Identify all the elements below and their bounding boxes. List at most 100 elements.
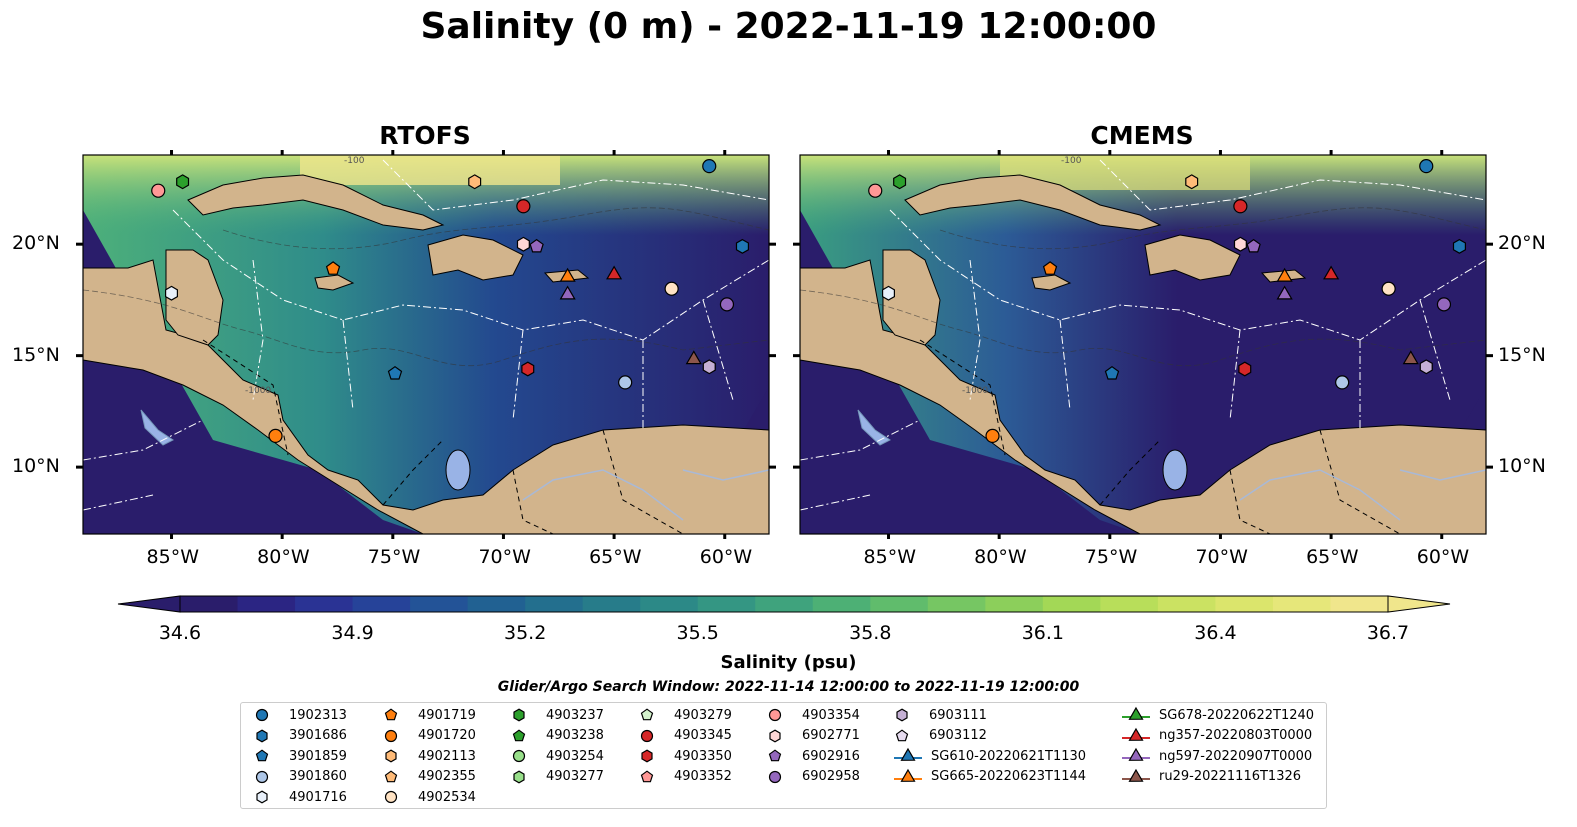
lon-tick-label: 65°W	[1306, 546, 1359, 568]
legend-marker-icon	[641, 749, 653, 763]
legend-item-label: 6903111	[929, 707, 987, 723]
observation-marker	[618, 375, 633, 390]
colorbar-cell	[410, 596, 469, 612]
observation-marker	[1246, 238, 1261, 253]
legend-item-label: SG610-20220621T1130	[931, 748, 1087, 764]
observation-marker	[268, 428, 283, 444]
colorbar-cell	[525, 596, 584, 612]
colorbar-extend-low	[117, 595, 181, 613]
legend: 1902313 3901686 3901859 3901860 4901716 49017…	[240, 702, 1327, 809]
observation-marker	[1042, 261, 1058, 275]
legend-item-label: ng597-20220907T0000	[1159, 748, 1313, 764]
legend-marker-icon	[1122, 747, 1150, 761]
legend-item-label: 4903279	[674, 707, 732, 723]
colorbar-tick-label: 35.5	[676, 622, 719, 644]
lat-tick-label: 10°N	[1498, 455, 1546, 478]
legend-item-label: 3901859	[289, 748, 347, 764]
legend-marker-icon	[769, 729, 781, 742]
lat-tick-label: 15°N	[12, 343, 60, 366]
observation-marker	[893, 174, 907, 190]
observation-marker	[1419, 159, 1434, 174]
legend-item-label: SG678-20220622T1240	[1159, 707, 1315, 723]
colorbar-tick-label: 34.6	[158, 622, 202, 644]
legend-item: 4903277	[510, 768, 604, 786]
observation-marker	[685, 350, 702, 365]
legend-item: 4903279	[638, 706, 732, 724]
legend-item: 4903254	[510, 747, 604, 765]
colorbar-tick-label: 36.1	[1021, 622, 1064, 644]
legend-marker-icon	[894, 747, 922, 761]
observation-marker	[176, 174, 190, 190]
legend-marker-icon	[640, 769, 654, 782]
observation-marker	[881, 285, 896, 301]
colorbar-cell	[352, 596, 411, 612]
observation-marker	[559, 267, 576, 282]
legend-item-label: 4903277	[546, 769, 604, 784]
legend-item-label: 4901716	[289, 789, 347, 805]
observation-marker	[1276, 267, 1293, 282]
legend-item-label: 4903238	[546, 728, 604, 743]
legend-item: 4901716	[253, 788, 347, 806]
rtofs-map	[83, 155, 769, 534]
legend-item-label: 6903112	[929, 728, 987, 743]
legend-item: 4903238	[510, 727, 604, 745]
legend-item-label: 4902113	[418, 748, 476, 764]
observation-marker	[468, 174, 482, 190]
lon-tick-label: 80°W	[257, 546, 310, 568]
colorbar-cell	[1157, 596, 1216, 612]
legend-marker-icon	[384, 729, 398, 742]
legend-item-label: 3901860	[289, 769, 347, 784]
legend-item: 4903237	[510, 706, 604, 724]
observation-marker	[1276, 285, 1293, 300]
legend-marker-icon	[385, 749, 397, 763]
legend-marker-icon	[896, 708, 908, 722]
contour-label: -1000	[962, 386, 988, 396]
colorbar-frame	[179, 595, 1389, 613]
legend-item-label: ng357-20220803T0000	[1159, 728, 1313, 743]
legend-marker-icon	[384, 769, 398, 782]
legend-item-label: 4903350	[674, 748, 732, 764]
legend-marker-icon	[255, 708, 269, 722]
legend-item-label: 4903254	[546, 748, 604, 764]
map-panels: -100 -1000 -100 -1000	[76, 150, 1493, 539]
observation-marker	[664, 281, 679, 296]
observation-marker	[868, 183, 883, 198]
legend-item: 3901859	[253, 747, 347, 765]
observation-marker	[985, 428, 1000, 444]
legend-item: 6902771	[766, 727, 860, 745]
colorbar-tick-label: 34.9	[331, 622, 374, 644]
colorbar	[117, 595, 1451, 613]
observation-marker	[1402, 350, 1419, 365]
figure-title: Salinity (0 m) - 2022-11-19 12:00:00	[420, 6, 1157, 47]
colorbar-cell	[180, 596, 239, 612]
legend-item: 4901719	[382, 706, 476, 724]
colorbar-label: Salinity (psu)	[720, 652, 857, 673]
legend-item: ru29-20221116T1326	[1121, 768, 1301, 786]
observation-marker	[1381, 281, 1396, 296]
legend-item: 4903354	[766, 706, 860, 724]
colorbar-cell	[870, 596, 929, 612]
observation-marker	[1419, 359, 1433, 375]
lat-tick-label: 20°N	[12, 232, 60, 255]
lat-tick-label: 15°N	[1498, 343, 1546, 366]
colorbar-cell	[295, 596, 354, 612]
lon-tick-label: 60°W	[1416, 546, 1470, 568]
colorbar-cell	[985, 596, 1044, 612]
legend-item: 4902534	[382, 788, 476, 806]
contour-label: -1000	[245, 386, 271, 396]
legend-item: 4903350	[638, 747, 732, 765]
legend-marker-icon	[768, 749, 782, 762]
observation-marker	[516, 199, 531, 214]
lon-tick-label: 60°W	[699, 546, 753, 568]
legend-marker-icon	[640, 729, 654, 742]
cmems-map	[800, 155, 1486, 534]
legend-item: 6902958	[766, 768, 860, 786]
observation-marker	[521, 361, 535, 377]
lon-tick-label: 70°W	[478, 546, 531, 568]
legend-item: 4903352	[638, 768, 732, 786]
lon-tick-label: 85°W	[146, 546, 199, 568]
legend-item: 3901860	[253, 768, 347, 786]
legend-item-label: 3901686	[289, 728, 347, 743]
legend-item: 4902113	[382, 747, 476, 765]
lon-tick-label: 75°W	[367, 546, 421, 568]
